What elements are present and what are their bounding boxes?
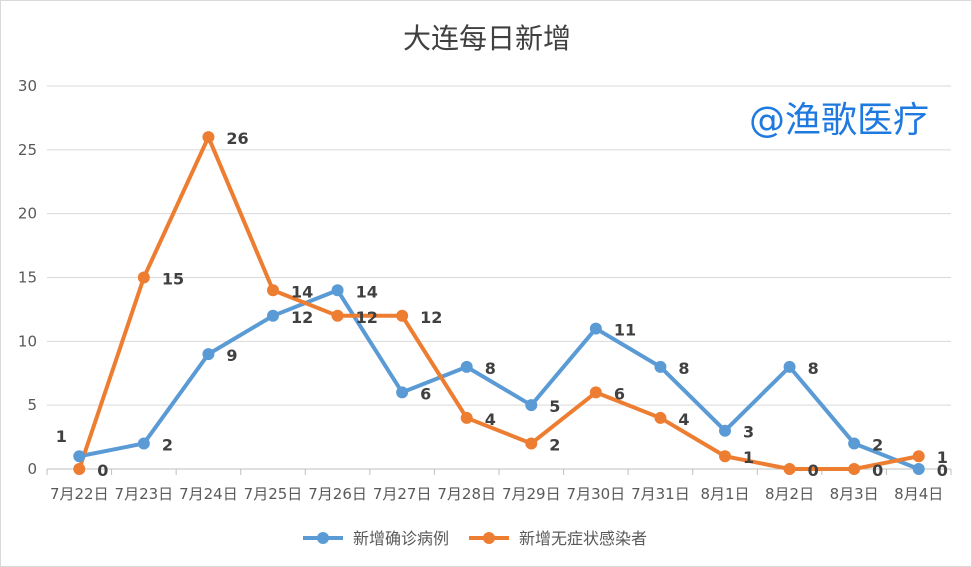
x-tick-label: 7月31日: [631, 485, 690, 503]
data-point: [137, 437, 150, 450]
data-point: [396, 309, 409, 322]
x-tick-label: 8月1日: [700, 485, 749, 503]
data-point: [202, 348, 215, 361]
series-lines: [73, 131, 925, 475]
x-axis-ticks: 7月22日 7月23日 7月24日 7月25日 7月26日 7月27日 7月28日 7月29日…: [46, 469, 952, 503]
data-label: 9: [226, 346, 237, 365]
x-tick-label: 7月30日: [567, 485, 626, 503]
data-label: 8: [678, 359, 689, 378]
data-label: 14: [291, 282, 313, 301]
legend-swatch-marker: [483, 532, 495, 544]
data-point: [912, 463, 925, 475]
data-point: [525, 437, 538, 450]
data-point: [654, 411, 667, 424]
data-point: [783, 463, 796, 475]
chart-title: 大连每日新增: [403, 22, 571, 55]
y-tick-label: 15: [18, 269, 37, 287]
series-line: [77, 288, 921, 471]
data-label: 12: [291, 308, 313, 327]
data-point: [460, 360, 473, 373]
data-point: [719, 424, 731, 437]
x-tick-label: 8月3日: [830, 485, 879, 503]
data-label: 15: [162, 270, 184, 289]
data-label: 1: [743, 448, 754, 467]
legend-swatch-marker: [317, 532, 329, 544]
legend: 新增确诊病例 新增无症状感染者: [303, 529, 647, 548]
data-label: 6: [420, 384, 431, 403]
data-label: 4: [485, 410, 496, 429]
data-label: 4: [678, 410, 689, 429]
x-tick-label: 7月25日: [244, 485, 303, 503]
data-label: 0: [872, 461, 883, 480]
y-tick-label: 5: [27, 396, 37, 414]
series-line: [77, 135, 921, 471]
data-label: 0: [808, 461, 819, 480]
x-tick-label: 8月2日: [765, 485, 814, 503]
x-tick-label: 7月24日: [179, 485, 238, 503]
y-axis-ticks: 0 5 10 15 20 25 30: [18, 77, 37, 478]
x-tick-label: 7月23日: [115, 485, 174, 503]
data-point: [783, 360, 796, 373]
legend-label: 新增无症状感染者: [519, 529, 647, 548]
data-label: 5: [549, 397, 560, 416]
data-label: 8: [808, 359, 819, 378]
data-label: 1: [937, 448, 948, 467]
data-point: [73, 463, 86, 475]
data-point: [267, 309, 279, 322]
data-label: 2: [549, 435, 560, 454]
data-point: [137, 271, 150, 284]
data-point: [719, 450, 731, 463]
y-tick-label: 0: [27, 460, 37, 478]
data-label: 14: [356, 282, 378, 301]
legend-label: 新增确诊病例: [353, 529, 449, 548]
data-point: [331, 309, 344, 322]
data-point: [589, 322, 602, 335]
data-label: 0: [97, 461, 108, 480]
data-label: 12: [356, 308, 378, 327]
y-tick-label: 20: [18, 205, 37, 223]
data-label: 3: [743, 423, 754, 442]
y-tick-label: 30: [18, 77, 37, 95]
x-tick-label: 7月28日: [437, 485, 496, 503]
data-point: [267, 284, 279, 297]
x-tick-label: 7月26日: [308, 485, 367, 503]
y-tick-label: 25: [18, 141, 37, 159]
data-label: 0: [937, 461, 948, 480]
data-label: 26: [226, 129, 248, 148]
data-point: [525, 399, 538, 412]
data-label: 11: [614, 321, 636, 340]
data-point: [331, 284, 344, 297]
x-tick-label: 8月4日: [894, 485, 943, 503]
data-label: 8: [485, 359, 496, 378]
data-label: 1: [56, 427, 67, 446]
data-point: [912, 450, 925, 463]
data-label: 12: [420, 308, 442, 327]
x-tick-label: 7月27日: [373, 485, 432, 503]
data-point: [654, 360, 667, 373]
data-point: [848, 437, 861, 450]
data-label: 6: [614, 384, 625, 403]
x-tick-label: 7月29日: [502, 485, 561, 503]
y-tick-label: 10: [18, 332, 37, 350]
data-point: [460, 411, 473, 424]
data-label: 2: [872, 435, 883, 454]
data-point: [396, 386, 409, 399]
data-point: [202, 131, 215, 144]
data-point: [73, 450, 86, 463]
data-label: 2: [162, 435, 173, 454]
data-point: [589, 386, 602, 399]
data-point: [848, 463, 861, 475]
watermark: @渔歌医疗: [749, 100, 929, 141]
gridlines: [47, 85, 951, 470]
x-tick-label: 7月22日: [50, 485, 109, 503]
